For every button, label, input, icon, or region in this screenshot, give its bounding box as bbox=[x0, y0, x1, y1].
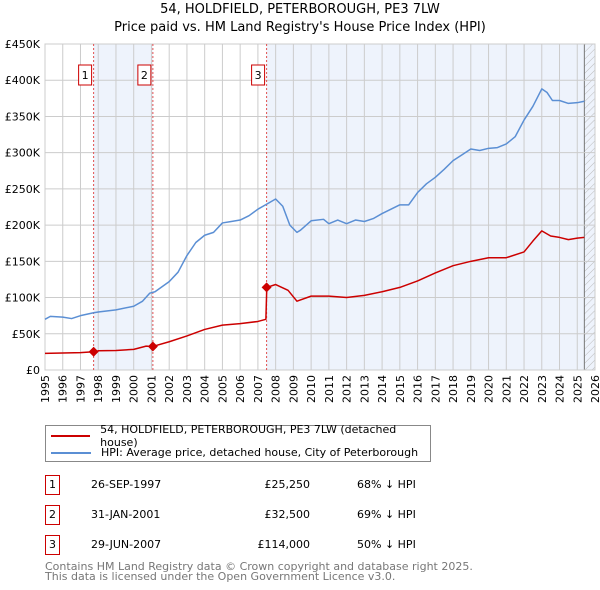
x-tick-label: 2004 bbox=[199, 375, 212, 403]
legend-label-hpi: HPI: Average price, detached house, City… bbox=[101, 446, 419, 459]
x-tick-label: 2003 bbox=[181, 375, 194, 403]
sale-label: 2 bbox=[141, 69, 148, 82]
x-tick-label: 1997 bbox=[74, 375, 87, 403]
x-tick-label: 2010 bbox=[305, 375, 318, 403]
sale-label-box bbox=[251, 64, 266, 86]
y-tick-label: £50K bbox=[12, 328, 41, 341]
legend-item-hpi: HPI: Average price, detached house, City… bbox=[46, 444, 418, 461]
y-tick-label: £250K bbox=[5, 183, 41, 196]
y-tick-label: £400K bbox=[5, 74, 41, 87]
y-tick-label: £150K bbox=[5, 255, 41, 268]
y-tick-label: £200K bbox=[5, 219, 41, 232]
x-tick-label: 2024 bbox=[554, 375, 567, 403]
x-tick-label: 2002 bbox=[163, 375, 176, 403]
transaction-hpi-diff: 68% ↓ HPI bbox=[357, 478, 416, 491]
plot-border bbox=[44, 43, 596, 371]
shaded-period bbox=[93, 44, 153, 370]
x-tick-label: 2012 bbox=[341, 375, 354, 403]
chart-subtitle: Price paid vs. HM Land Registry's House … bbox=[114, 20, 486, 35]
sale-point bbox=[261, 282, 272, 293]
x-tick-label: 2006 bbox=[234, 375, 247, 403]
x-tick-label: 2013 bbox=[358, 375, 371, 403]
chart-title: 54, HOLDFIELD, PETERBOROUGH, PE3 7LW bbox=[160, 2, 440, 17]
x-tick-label: 2015 bbox=[394, 375, 407, 403]
footer-licence: This data is licensed under the Open Gov… bbox=[45, 570, 396, 583]
legend-item-property: 54, HOLDFIELD, PETERBOROUGH, PE3 7LW (de… bbox=[46, 423, 430, 449]
transaction-marker: 3 bbox=[45, 535, 60, 555]
transaction-row: 2 31-JAN-2001 £32,500 69% ↓ HPI bbox=[45, 505, 465, 525]
y-tick-label: £0 bbox=[26, 364, 40, 377]
x-tick-label: 2019 bbox=[465, 375, 478, 403]
y-tick-label: £300K bbox=[5, 147, 41, 160]
x-tick-label: 1998 bbox=[92, 375, 105, 403]
shaded-period bbox=[266, 44, 595, 370]
transaction-date: 29-JUN-2007 bbox=[91, 538, 162, 551]
transaction-date: 26-SEP-1997 bbox=[91, 478, 162, 491]
x-tick-label: 2026 bbox=[589, 375, 600, 403]
transaction-row: 3 29-JUN-2007 £114,000 50% ↓ HPI bbox=[45, 535, 465, 555]
x-tick-label: 2025 bbox=[571, 375, 584, 403]
x-tick-label: 1999 bbox=[110, 375, 123, 403]
transaction-hpi-diff: 69% ↓ HPI bbox=[357, 508, 416, 521]
transaction-marker: 1 bbox=[45, 475, 60, 495]
x-tick-label: 2022 bbox=[518, 375, 531, 403]
series-line bbox=[44, 88, 585, 320]
x-tick-label: 2001 bbox=[145, 375, 158, 403]
transaction-date: 31-JAN-2001 bbox=[91, 508, 161, 521]
transaction-price: £32,500 bbox=[264, 508, 311, 521]
x-tick-label: 2017 bbox=[429, 375, 442, 403]
sale-point bbox=[147, 341, 158, 352]
price-chart: 1995 1996 1997 1998 1999 2000 2001 2002 2003 2004… bbox=[5, 38, 600, 403]
x-tick-label: 2020 bbox=[483, 375, 496, 403]
transaction-price: £25,250 bbox=[264, 478, 311, 491]
sale-label: 3 bbox=[255, 69, 262, 82]
x-tick-label: 2007 bbox=[252, 375, 265, 403]
legend-swatch-hpi bbox=[51, 451, 91, 454]
series-line bbox=[44, 230, 585, 355]
x-tick-label: 2005 bbox=[216, 375, 229, 403]
x-tick-label: 2023 bbox=[536, 375, 549, 403]
y-tick-label: £450K bbox=[5, 38, 41, 51]
x-tick-label: 2008 bbox=[270, 375, 283, 403]
legend-swatch-property bbox=[51, 434, 91, 437]
chart-legend: 54, HOLDFIELD, PETERBOROUGH, PE3 7LW (de… bbox=[45, 423, 431, 462]
x-tick-label: 2016 bbox=[412, 375, 425, 403]
transaction-hpi-diff: 50% ↓ HPI bbox=[357, 538, 416, 551]
transaction-price: £114,000 bbox=[257, 538, 311, 551]
transaction-row: 1 26-SEP-1997 £25,250 68% ↓ HPI bbox=[45, 475, 465, 495]
x-tick-label: 2014 bbox=[376, 375, 389, 403]
x-tick-label: 2021 bbox=[500, 375, 513, 403]
future-hatch bbox=[584, 44, 595, 370]
transaction-marker: 2 bbox=[45, 505, 60, 525]
footer-copyright: Contains HM Land Registry data © Crown c… bbox=[45, 560, 473, 573]
x-tick-label: 2018 bbox=[447, 375, 460, 403]
sale-label: 1 bbox=[82, 69, 89, 82]
legend-label-property: 54, HOLDFIELD, PETERBOROUGH, PE3 7LW (de… bbox=[100, 422, 397, 449]
x-tick-label: 2011 bbox=[323, 375, 336, 403]
x-tick-label: 1995 bbox=[39, 375, 52, 403]
y-tick-label: £100K bbox=[5, 292, 41, 305]
sale-label-box bbox=[137, 64, 152, 86]
x-tick-label: 1996 bbox=[57, 375, 70, 403]
x-tick-label: 2000 bbox=[128, 375, 141, 403]
sale-label-box bbox=[78, 64, 93, 86]
x-tick-label: 2009 bbox=[287, 375, 300, 403]
y-tick-label: £350K bbox=[5, 110, 41, 123]
sale-point bbox=[88, 346, 99, 357]
